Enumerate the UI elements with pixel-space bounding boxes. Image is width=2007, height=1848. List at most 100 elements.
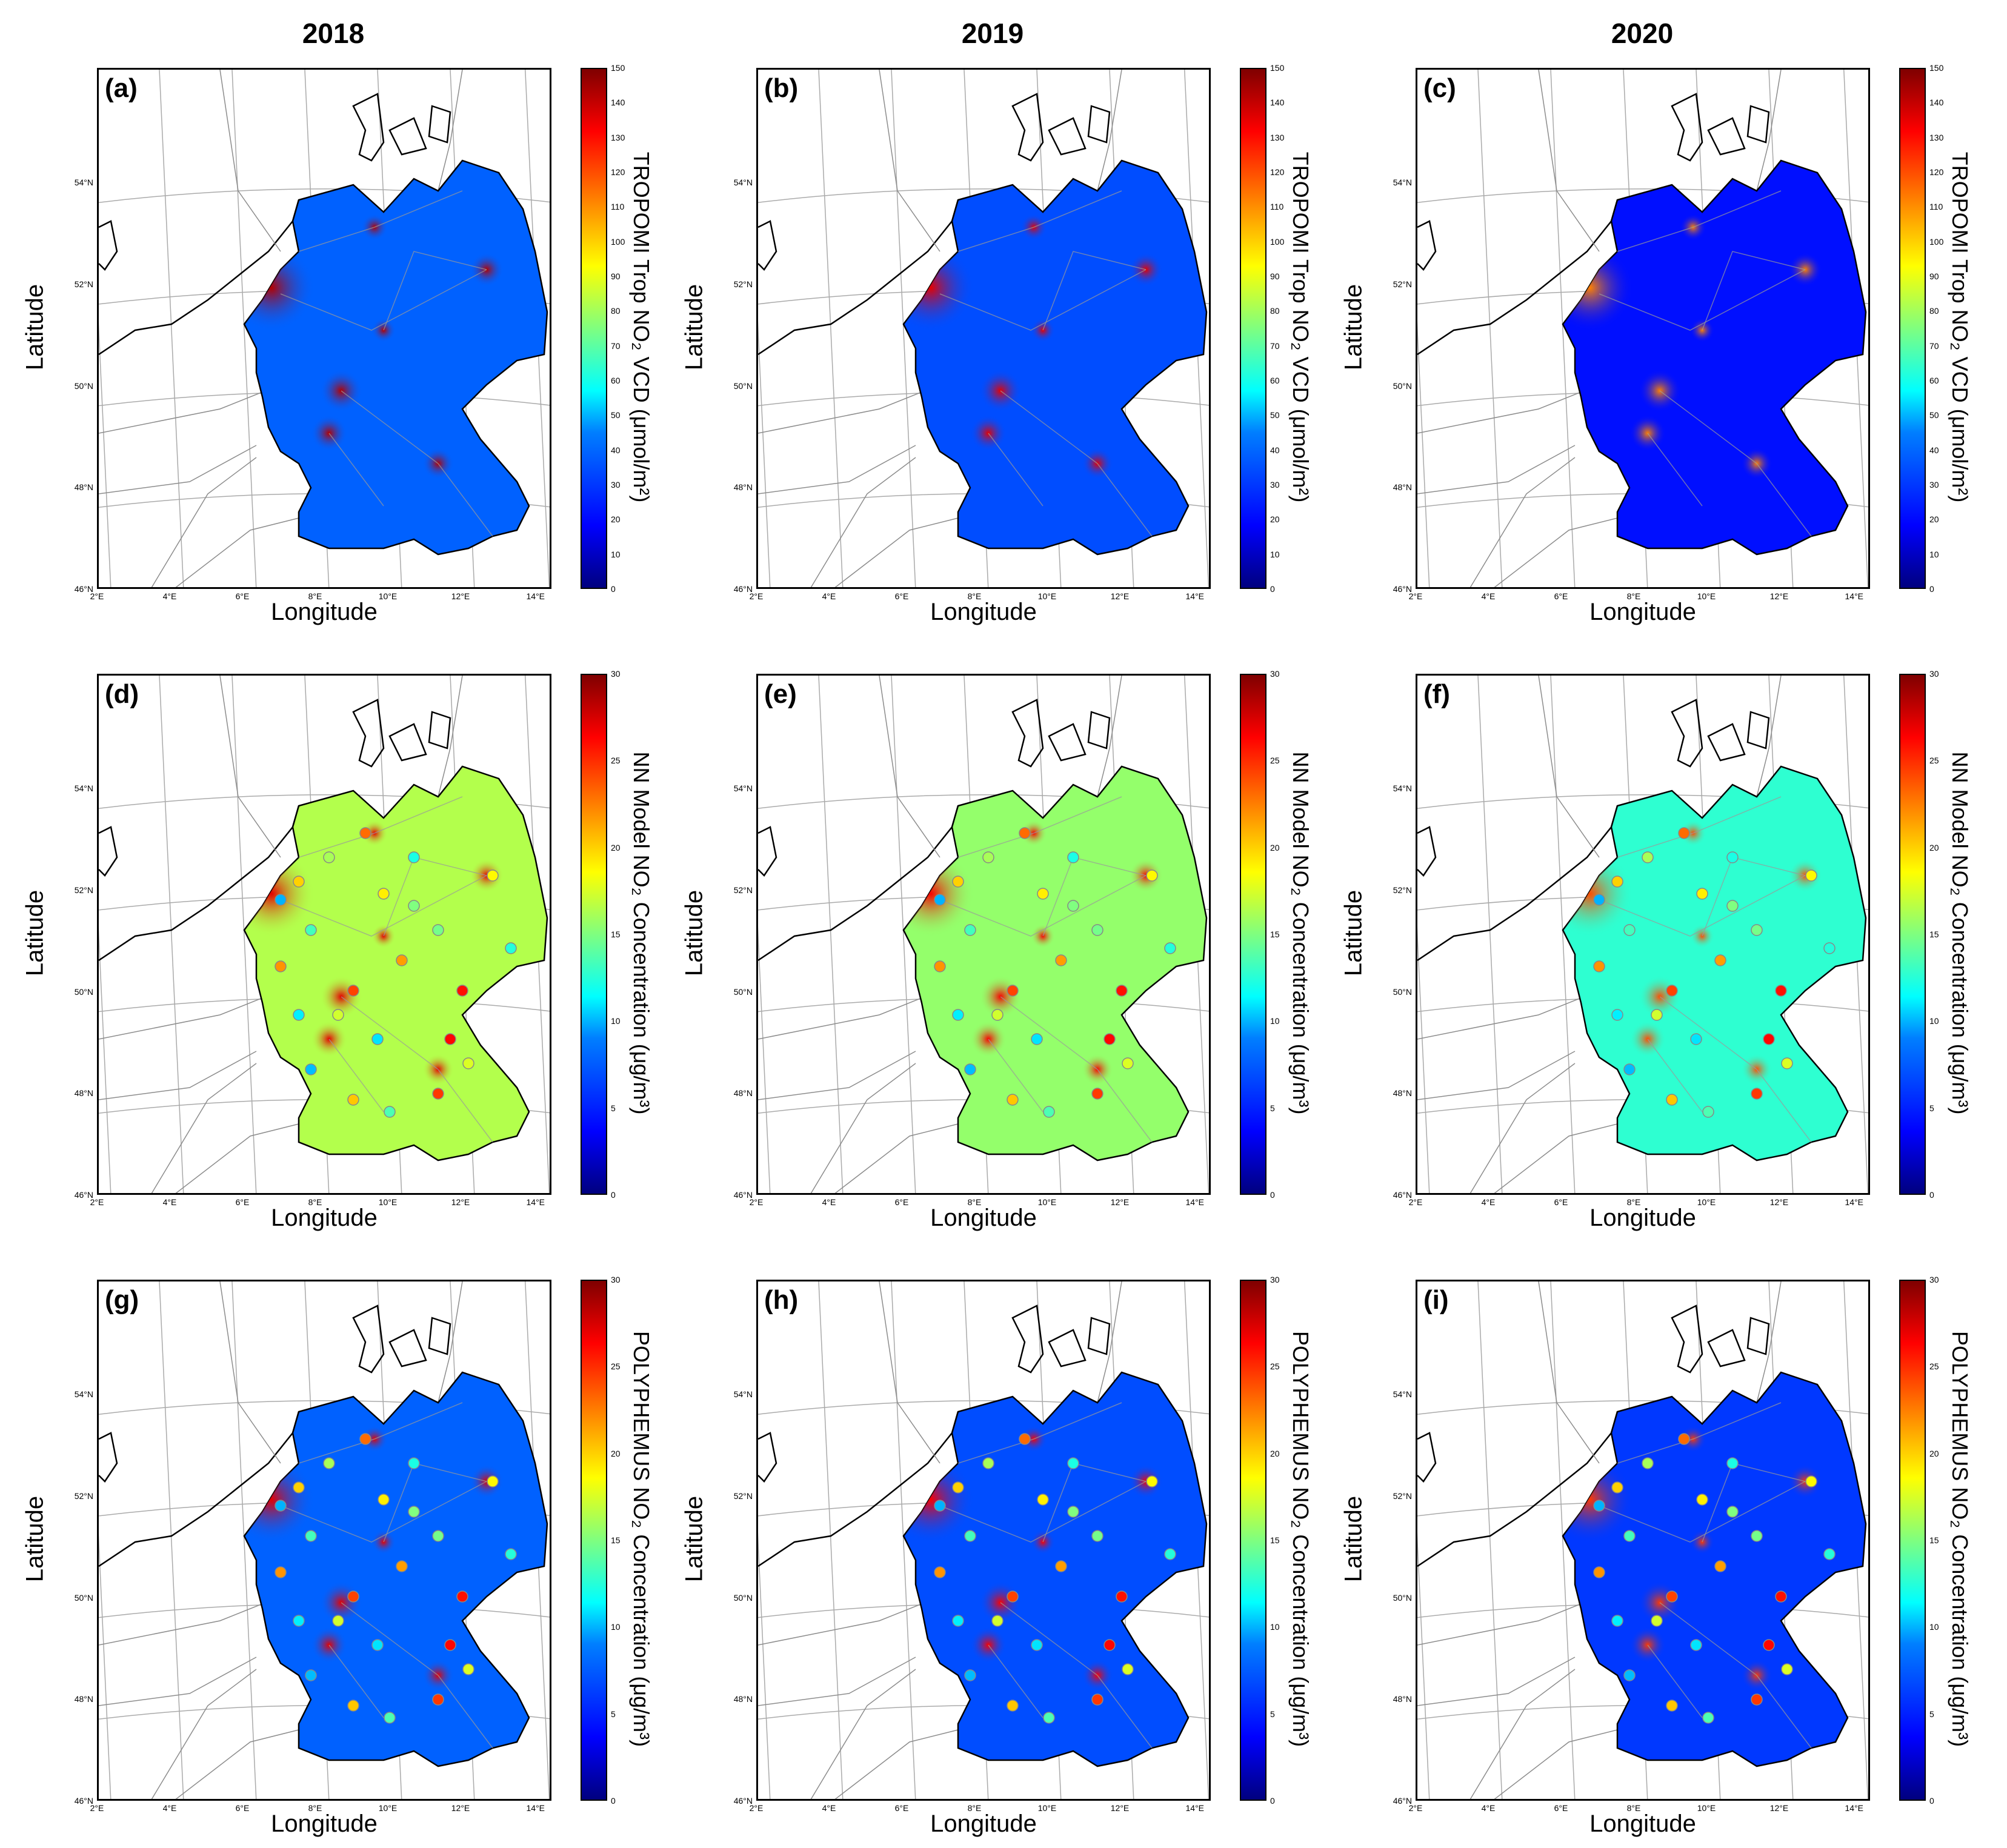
lon-tick-label: 2°E <box>90 1803 104 1813</box>
station-marker <box>934 894 946 906</box>
y-axis-label: Latitude <box>1340 1495 1367 1583</box>
colorbar-tick-label: 150 <box>1929 63 1944 73</box>
map-svg <box>1417 1281 1868 1799</box>
station-marker <box>964 1669 976 1681</box>
colorbar-tick-label: 30 <box>611 669 621 679</box>
road-line <box>151 1063 257 1193</box>
road-line <box>99 1657 257 1706</box>
column-title-2019: 2019 <box>961 18 1024 49</box>
colorbar-tick-label: 60 <box>611 376 621 385</box>
graticule-line <box>99 320 112 587</box>
colorbar-tick-label: 5 <box>1270 1103 1275 1113</box>
colorbar-tick-label: 0 <box>1929 1796 1934 1806</box>
station-marker <box>1714 1560 1726 1572</box>
road-line <box>383 251 487 331</box>
road-line <box>341 390 493 537</box>
graticule-line <box>159 70 184 587</box>
lat-tick-label: 48°N <box>74 1088 93 1098</box>
colorbar-tick-label: 10 <box>611 1622 621 1632</box>
colorbar-tick-label: 10 <box>1929 1016 1939 1026</box>
lat-tick-label: 50°N <box>1393 1592 1412 1603</box>
station-marker <box>305 1063 317 1075</box>
germany-field <box>243 765 548 1162</box>
station-marker <box>952 1009 964 1021</box>
colorbar-tick-label: 30 <box>1929 480 1939 490</box>
map-panel: (b) Latitude Longitude 46°N 48°N 50°N 52°N 54°N… <box>659 24 1320 636</box>
lon-tick-label: 10°E <box>378 1197 398 1207</box>
lat-tick-label: 46°N <box>74 1190 93 1200</box>
colorbar-tick-label: 5 <box>1270 1709 1275 1719</box>
y-axis-label: Latitude <box>681 1495 708 1583</box>
road-line <box>1494 517 1618 587</box>
map-panel: (d) Latitude Longitude 46°N 48°N 50°N 52°N 54°N… <box>0 630 661 1242</box>
colorbar-tick-label: 0 <box>611 1190 616 1200</box>
lon-tick-label: 4°E <box>1481 591 1496 601</box>
coastline <box>758 1432 777 1483</box>
colorbar-tick-label: 0 <box>611 584 616 594</box>
station-marker <box>1091 924 1103 936</box>
station-marker <box>1146 869 1158 882</box>
colorbar-tick-label: 30 <box>1929 669 1939 679</box>
road-line <box>810 1063 916 1193</box>
station-marker <box>1611 1009 1623 1021</box>
panel-label: (d) <box>105 679 139 709</box>
lon-tick-label: 2°E <box>90 1197 104 1207</box>
road-line <box>1042 251 1147 331</box>
station-marker <box>1593 1566 1605 1578</box>
y-axis-label: Latitude <box>681 284 708 371</box>
colorbar-tick-label: 15 <box>1270 1535 1280 1545</box>
road-line <box>1417 1657 1576 1706</box>
colorbar-tick-label: 20 <box>611 1448 621 1458</box>
graticule-line <box>818 676 844 1193</box>
station-marker <box>396 954 408 966</box>
colorbar-tick-label: 20 <box>1929 1448 1939 1458</box>
hotspot-group <box>904 796 1163 1143</box>
road-line <box>834 1729 959 1799</box>
road-line <box>1599 875 1806 937</box>
colorbar-tick-label: 80 <box>1929 306 1939 316</box>
coastline <box>99 199 300 356</box>
station-marker <box>991 1009 1004 1021</box>
lon-tick-label: 6°E <box>235 1803 250 1813</box>
station-marker <box>1763 1639 1775 1651</box>
lon-tick-label: 8°E <box>967 1803 982 1813</box>
colorbar-tick-label: 25 <box>1270 756 1280 766</box>
station-marker <box>1007 985 1019 997</box>
lon-tick-label: 6°E <box>235 1197 250 1207</box>
station-marker <box>1763 1033 1775 1045</box>
station-marker <box>1690 1033 1702 1045</box>
station-marker <box>964 1063 976 1075</box>
lon-tick-label: 6°E <box>1554 1803 1568 1813</box>
colorbar-tick-label: 70 <box>1929 341 1939 351</box>
colorbar-tick-label: 50 <box>1929 410 1939 420</box>
road-line <box>939 269 1147 331</box>
coastline <box>758 826 777 877</box>
map-frame: (h) <box>756 1280 1211 1801</box>
station-marker <box>1031 1033 1043 1045</box>
colorbar-tick-label: 10 <box>1270 1016 1280 1026</box>
station-marker <box>952 1481 964 1494</box>
panel-label: (e) <box>764 679 797 709</box>
lat-tick-label: 54°N <box>1393 1389 1412 1400</box>
road-line <box>280 269 487 331</box>
lon-tick-label: 12°E <box>1110 1803 1130 1813</box>
station-marker <box>371 1033 384 1045</box>
station-marker <box>964 924 976 936</box>
road-line <box>298 190 463 252</box>
station-marker <box>1666 1094 1678 1106</box>
colorbar-tick-label: 30 <box>1270 1275 1280 1285</box>
lon-tick-label: 4°E <box>822 1803 836 1813</box>
colorbar-label: TROPOMI Trop NO₂ VCD (μmol/m²) <box>1288 151 1313 503</box>
station-marker <box>275 894 287 906</box>
colorbar-tick-label: 25 <box>611 756 621 766</box>
coastline <box>99 1432 118 1483</box>
colorbar-tick-label: 50 <box>611 410 621 420</box>
lat-tick-label: 52°N <box>74 279 93 289</box>
road-line <box>1617 796 1782 858</box>
station-marker <box>378 1494 390 1506</box>
map-panel: (e) Latitude Longitude 46°N 48°N 50°N 52°N 54°N… <box>659 630 1320 1242</box>
road-line <box>1756 676 1782 797</box>
road-line <box>1659 1602 1812 1749</box>
station-marker <box>1678 827 1690 839</box>
graticule-line <box>159 676 184 1193</box>
